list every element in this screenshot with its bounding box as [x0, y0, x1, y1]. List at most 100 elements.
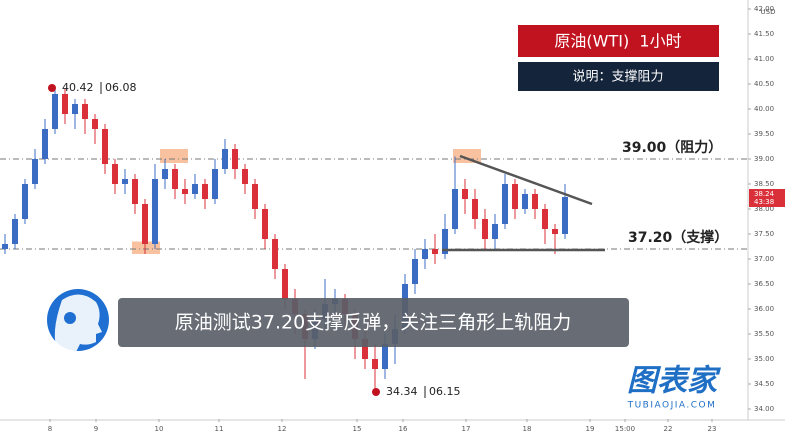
- candle-body: [172, 169, 178, 189]
- x-tick-label: 18: [523, 425, 532, 433]
- highlight-box: [132, 241, 160, 254]
- x-tick-label: 10: [155, 425, 164, 433]
- candle-body: [382, 344, 388, 369]
- watermark: 图表家 TUBIAOJIA.COM: [627, 364, 721, 411]
- candle-body: [452, 189, 458, 229]
- watermark-url: TUBIAOJIA.COM: [627, 401, 717, 411]
- candle-body: [62, 94, 68, 114]
- candle-body: [232, 149, 238, 169]
- y-tick-label: 39.50: [754, 130, 774, 138]
- x-tick-label: 17: [462, 425, 471, 433]
- watermark-logo: 图表家: [627, 364, 721, 399]
- candle-body: [72, 104, 78, 114]
- x-tick-label: 15: [353, 425, 362, 433]
- candle-body: [552, 229, 558, 234]
- candle-body: [82, 104, 88, 119]
- candle-body: [372, 359, 378, 369]
- candle-body: [542, 209, 548, 229]
- candle-body: [152, 179, 158, 244]
- candle-body: [142, 204, 148, 244]
- candle-body: [102, 129, 108, 164]
- candle-body: [262, 209, 268, 239]
- y-tick-label: 34.50: [754, 380, 774, 388]
- x-tick-label: 11: [215, 425, 224, 433]
- candle-body: [132, 179, 138, 204]
- extreme-dot: [372, 388, 380, 396]
- title-box: [518, 25, 719, 57]
- candle-body: [432, 249, 438, 254]
- currency: USD: [761, 8, 776, 16]
- banner-text: 原油测试37.20支撑反弹，关注三角形上轨阻力: [175, 312, 571, 334]
- y-tick-label: 38.00: [754, 205, 774, 213]
- candle-body: [182, 189, 188, 194]
- y-tick-label: 41.00: [754, 55, 774, 63]
- x-tick-label: 22: [664, 425, 673, 433]
- y-tick-label: 36.00: [754, 305, 774, 313]
- candle-body: [52, 94, 58, 129]
- extreme-date: 06.08: [105, 81, 137, 94]
- candle-body: [472, 199, 478, 219]
- x-tick-label: 23: [708, 425, 717, 433]
- candle-body: [532, 194, 538, 209]
- last-price-tag: [749, 189, 785, 207]
- candle-body: [492, 224, 498, 239]
- x-tick-label: 8: [48, 425, 52, 433]
- candle-body: [222, 149, 228, 169]
- banner-box: [118, 298, 629, 347]
- y-tick-label: 35.00: [754, 355, 774, 363]
- level-label: 39.00（阻力）: [622, 139, 722, 156]
- candle-body: [22, 184, 28, 219]
- trend-line: [459, 154, 593, 206]
- candle-body: [282, 269, 288, 299]
- y-tick-label: 38.50: [754, 180, 774, 188]
- candle-body: [202, 184, 208, 199]
- candle-body: [462, 189, 468, 199]
- x-tick-label: 15:00: [615, 425, 635, 433]
- chart-title: 原油(WTI) 1小时: [554, 32, 681, 51]
- highlight-box: [160, 149, 188, 163]
- candle-body: [412, 259, 418, 284]
- y-tick-label: 40.50: [754, 80, 774, 88]
- candle-body: [562, 197, 568, 234]
- candle-body: [112, 164, 118, 184]
- candle-body: [522, 194, 528, 209]
- x-tick-label: 16: [399, 425, 408, 433]
- candle-body: [512, 184, 518, 209]
- x-tick-label: 9: [94, 425, 98, 433]
- y-tick-label: 37.00: [754, 255, 774, 263]
- logo: [47, 289, 109, 352]
- candle-body: [272, 239, 278, 269]
- y-tick-label: 36.50: [754, 280, 774, 288]
- subtitle-box: [518, 62, 719, 91]
- countdown: 43:38: [754, 198, 774, 206]
- y-tick-label: 34.00: [754, 405, 774, 413]
- extreme-label: 40.42: [62, 81, 94, 94]
- candle-body: [32, 159, 38, 184]
- y-tick-label: 42.00: [754, 5, 774, 13]
- extreme-date: 06.15: [429, 385, 461, 398]
- candle-body: [2, 244, 8, 249]
- candle-body: [502, 184, 508, 224]
- candle-body: [192, 184, 198, 194]
- y-tick-label: 40.00: [754, 105, 774, 113]
- candle-body: [442, 229, 448, 254]
- candle-body: [362, 339, 368, 359]
- extreme-label: 34.34: [386, 385, 418, 398]
- candle-body: [422, 249, 428, 259]
- candle-body: [212, 169, 218, 199]
- subtitle: 说明：支撑阻力: [572, 70, 663, 85]
- candle-body: [42, 129, 48, 159]
- y-tick-label: 41.50: [754, 30, 774, 38]
- candle-body: [122, 179, 128, 184]
- last-price-label: 38.24: [754, 190, 775, 198]
- y-tick-label: 37.50: [754, 230, 774, 238]
- x-tick-label: 12: [278, 425, 287, 433]
- candle-body: [242, 169, 248, 184]
- candle-body: [252, 184, 258, 209]
- candle-body: [92, 119, 98, 129]
- candle-body: [482, 219, 488, 239]
- extreme-dot: [48, 84, 56, 92]
- candle-body: [162, 169, 168, 179]
- y-tick-label: 39.00: [754, 155, 774, 163]
